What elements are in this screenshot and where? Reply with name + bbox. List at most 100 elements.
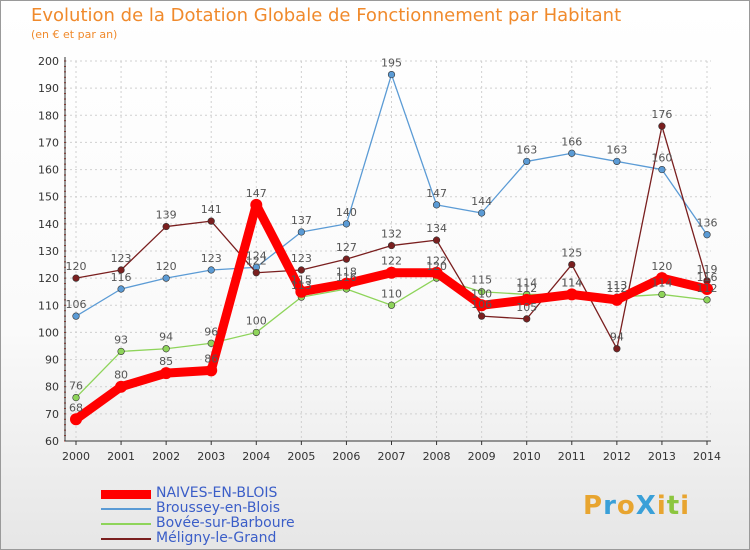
- data-label: 113: [606, 279, 627, 292]
- data-point: [523, 157, 531, 166]
- x-tick-label: 2013: [648, 450, 676, 463]
- data-point: [160, 367, 173, 380]
- data-label: 120: [66, 260, 87, 273]
- data-label: 110: [471, 287, 492, 300]
- data-point: [658, 290, 666, 299]
- data-label: 147: [426, 187, 447, 200]
- data-label: 110: [381, 287, 402, 300]
- data-label: 195: [381, 57, 402, 70]
- data-point: [568, 260, 576, 269]
- data-label: 136: [697, 217, 718, 230]
- data-label: 114: [516, 276, 537, 289]
- data-label: 86: [204, 352, 218, 365]
- x-tick-label: 2009: [468, 450, 496, 463]
- data-point: [162, 345, 170, 353]
- y-tick-label: 200: [38, 55, 59, 68]
- data-label: 112: [516, 282, 537, 295]
- data-label: 137: [291, 214, 312, 227]
- data-point: [162, 274, 170, 282]
- series-lines: [70, 70, 713, 426]
- chart-title: Evolution de la Dotation Globale de Fonc…: [31, 5, 622, 26]
- data-point: [475, 299, 488, 312]
- data-point: [250, 198, 263, 211]
- data-label: 94: [610, 331, 624, 344]
- legend-swatch: [101, 489, 151, 499]
- data-point: [342, 255, 351, 263]
- x-tick-label: 2012: [603, 450, 631, 463]
- data-label: 114: [651, 276, 672, 289]
- data-point: [207, 217, 215, 225]
- data-point: [432, 201, 441, 209]
- data-label: 115: [291, 274, 312, 287]
- data-label: 116: [111, 271, 132, 284]
- data-point: [658, 165, 666, 174]
- data-point: [610, 293, 623, 306]
- y-tick-label: 120: [38, 272, 59, 285]
- data-point: [432, 236, 441, 244]
- data-label: 147: [246, 187, 267, 200]
- data-label: 100: [246, 314, 267, 327]
- data-point: [613, 345, 621, 353]
- data-label: 80: [114, 369, 128, 382]
- data-point: [70, 413, 82, 426]
- data-label: 123: [291, 252, 312, 265]
- data-point: [207, 266, 215, 274]
- data-label: 123: [111, 252, 132, 265]
- data-point: [658, 122, 666, 130]
- x-tick-label: 2014: [693, 450, 721, 463]
- data-label: 132: [381, 228, 402, 241]
- y-tick-label: 160: [38, 164, 59, 177]
- data-label: 116: [336, 271, 357, 284]
- data-label: 85: [159, 355, 173, 368]
- grid-lines: [65, 60, 711, 442]
- data-label: 96: [204, 325, 218, 338]
- y-tick-label: 100: [38, 326, 59, 339]
- data-label: 141: [201, 203, 222, 216]
- data-point: [117, 285, 125, 293]
- data-label: 94: [159, 331, 173, 344]
- x-tick-label: 2002: [152, 450, 180, 463]
- data-label: 144: [471, 195, 492, 208]
- data-label: 120: [426, 260, 447, 273]
- x-tick-label: 2004: [242, 450, 270, 463]
- y-tick-label: 90: [45, 354, 59, 367]
- x-tick-label: 2008: [423, 450, 451, 463]
- data-point: [340, 277, 353, 290]
- data-point: [115, 380, 128, 393]
- data-point: [703, 231, 711, 239]
- y-tick-label: 180: [38, 109, 59, 122]
- data-label: 163: [516, 143, 537, 156]
- data-label: 139: [156, 209, 177, 222]
- data-label: 125: [561, 247, 582, 260]
- x-tick-label: 2010: [513, 450, 541, 463]
- x-tick-label: 2005: [287, 450, 315, 463]
- legend-label: Broussey-en-Blois: [156, 500, 281, 516]
- data-point: [342, 220, 351, 228]
- data-point: [387, 70, 396, 79]
- data-point: [252, 328, 260, 337]
- data-label: 112: [606, 282, 627, 295]
- data-point: [117, 266, 125, 274]
- data-label: 114: [561, 276, 582, 289]
- y-tick-label: 130: [38, 245, 59, 258]
- data-label: 166: [561, 135, 582, 148]
- data-point: [117, 347, 125, 356]
- data-label: 160: [651, 152, 672, 165]
- legend-swatch: [101, 508, 151, 510]
- data-label: 106: [471, 298, 492, 311]
- data-point: [252, 269, 260, 277]
- data-label: 134: [426, 222, 447, 235]
- y-tick-label: 60: [45, 435, 59, 448]
- data-point: [565, 288, 578, 301]
- legend-label: Méligny-le-Grand: [156, 530, 277, 546]
- data-point: [568, 149, 576, 157]
- data-point: [655, 272, 668, 285]
- data-point: [478, 312, 486, 320]
- data-label: 68: [69, 401, 83, 414]
- y-tick-label: 80: [45, 381, 59, 394]
- data-labels: 106 116 120 123 124 137 140 195 147 144 163 166 163 1…: [66, 57, 718, 415]
- data-label: 112: [697, 282, 718, 295]
- data-label: 106: [66, 298, 87, 311]
